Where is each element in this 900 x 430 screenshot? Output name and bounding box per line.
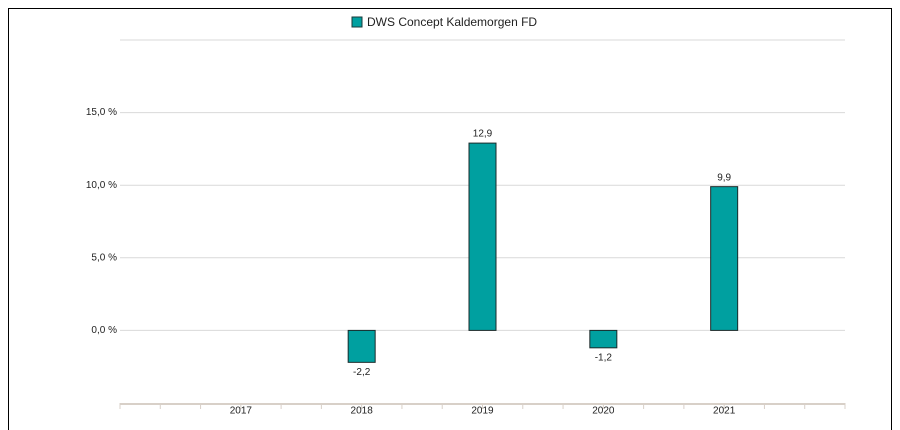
y-tick-label: 15,0 % (86, 107, 117, 118)
data-label: 12,9 (473, 129, 493, 140)
data-label: 9,9 (717, 172, 731, 183)
legend-label: DWS Concept Kaldemorgen FD (367, 15, 537, 29)
x-tick-label: 2021 (713, 406, 736, 417)
data-label: -2,2 (353, 367, 371, 378)
bar (347, 329, 376, 363)
bar (589, 329, 618, 349)
legend-swatch (351, 16, 363, 28)
x-tick-label: 2018 (351, 406, 374, 417)
frame (8, 8, 892, 430)
bar (710, 186, 739, 331)
data-label: -1,2 (595, 352, 613, 363)
x-tick-label: 2020 (592, 406, 615, 417)
y-tick-label: 10,0 % (86, 180, 117, 191)
y-tick-label: 0,0 % (91, 325, 117, 336)
bar (468, 142, 497, 331)
x-tick-label: 2017 (230, 406, 253, 417)
x-tick-label: 2019 (471, 406, 494, 417)
y-tick-label: 5,0 % (91, 252, 117, 263)
